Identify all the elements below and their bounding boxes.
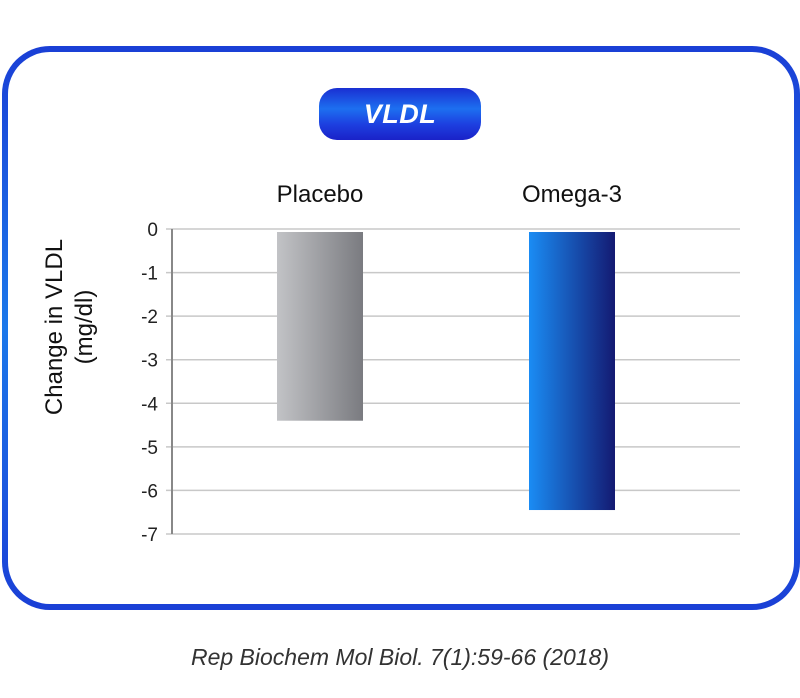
y-axis-label: Change in VLDL (mg/dl): [41, 239, 98, 415]
bars: [277, 232, 615, 511]
bar-placebo: [277, 232, 363, 421]
y-tick-label: -3: [141, 351, 158, 372]
category-label: Omega-3: [522, 181, 622, 208]
y-tick-label: 0: [147, 220, 158, 241]
y-tick-label: -2: [141, 307, 158, 328]
citation: Rep Biochem Mol Biol. 7(1):59-66 (2018): [190, 644, 610, 670]
y-tick-label: -4: [141, 394, 158, 415]
y-tick-label: -1: [141, 264, 158, 285]
chart-frame: [2, 46, 800, 610]
chart-title: VLDL: [319, 88, 481, 140]
bar-omega-3: [529, 232, 615, 511]
category-labels: Placebo Omega-3: [277, 181, 622, 208]
y-axis: 0 -1 -2 -3 -4 -5 -6 -7: [141, 220, 173, 546]
y-tick-label: -6: [141, 481, 158, 502]
category-label: Placebo: [277, 181, 364, 208]
gridlines: [166, 228, 740, 535]
y-tick-label: -7: [141, 525, 158, 546]
y-tick-label: -5: [141, 438, 158, 459]
